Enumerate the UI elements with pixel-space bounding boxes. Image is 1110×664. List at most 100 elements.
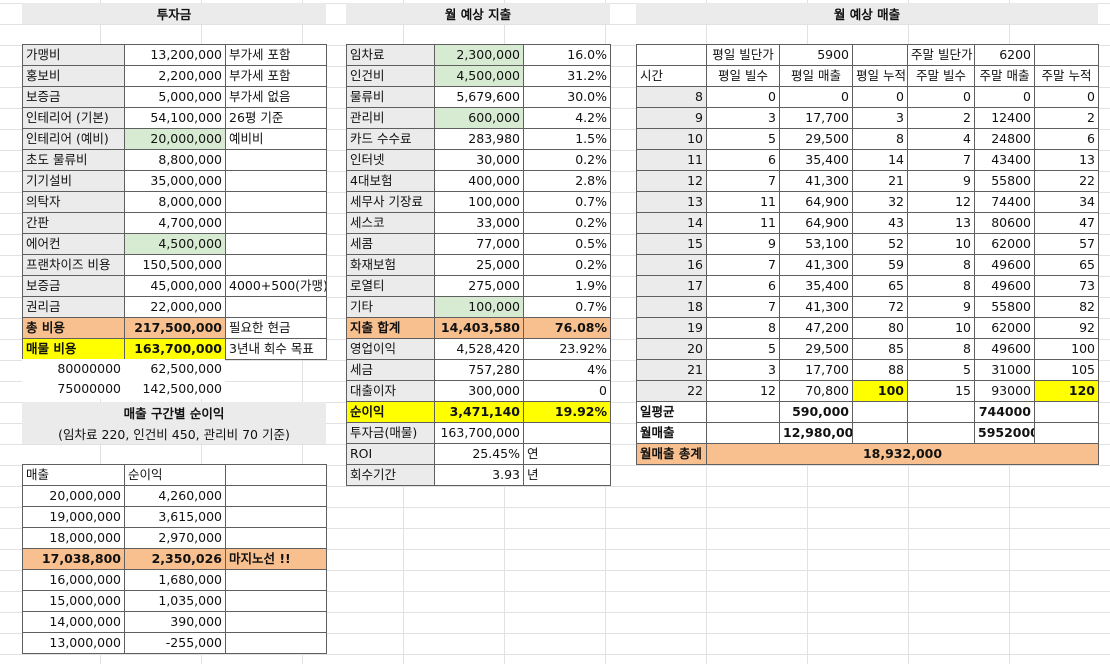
revenue-value-cell[interactable]: 41,300	[779, 254, 853, 276]
expense-label-cell[interactable]: 영업이익	[346, 338, 435, 360]
weekday-price-cell[interactable]: 5900	[779, 44, 853, 66]
revenue-value-cell[interactable]: 0	[1034, 86, 1099, 108]
revenue-value-cell[interactable]: 62000	[974, 317, 1035, 339]
expense-percent-cell[interactable]: 23.92%	[523, 338, 611, 360]
investment-value-cell[interactable]: 20,000,000	[124, 128, 226, 150]
revenue-value-cell[interactable]: 57	[1034, 233, 1099, 255]
revenue-value-cell[interactable]: 6	[706, 275, 780, 297]
revenue-value-cell[interactable]: 73	[1034, 275, 1099, 297]
investment-value-cell[interactable]: 8,000,000	[124, 191, 226, 213]
revenue-column-header-cell[interactable]: 시간	[636, 65, 707, 87]
revenue-value-cell[interactable]: 10	[907, 317, 975, 339]
revenue-value-cell[interactable]: 55800	[974, 170, 1035, 192]
investment-label-cell[interactable]: 기기설비	[22, 170, 125, 192]
monthly-weekday-cell[interactable]: 12,980,000	[779, 422, 853, 444]
profit-sales-header-cell[interactable]: 매출	[22, 464, 125, 486]
profit-sales-cell[interactable]: 16,000,000	[22, 569, 125, 591]
expense-percent-cell[interactable]: 76.08%	[523, 317, 611, 339]
investment-label-cell[interactable]: 권리금	[22, 296, 125, 318]
revenue-value-cell[interactable]: 3	[706, 107, 780, 129]
investment-value-cell[interactable]: 217,500,000	[124, 317, 226, 339]
revenue-value-cell[interactable]: 2	[907, 107, 975, 129]
profit-net-header-cell[interactable]: 순이익	[124, 464, 226, 486]
expense-percent-cell[interactable]: 0.5%	[523, 233, 611, 255]
revenue-empty-cell[interactable]	[1034, 422, 1099, 444]
profit-note-cell[interactable]	[225, 485, 327, 507]
revenue-value-cell[interactable]: 8	[706, 317, 780, 339]
profit-net-cell[interactable]: 2,970,000	[124, 527, 226, 549]
profit-note-cell[interactable]	[225, 569, 327, 591]
expense-value-cell[interactable]: 5,679,600	[434, 86, 524, 108]
revenue-value-cell[interactable]: 14	[636, 212, 707, 234]
revenue-empty-cell[interactable]	[852, 422, 908, 444]
monthly-weekend-cell[interactable]: 5952000	[974, 422, 1035, 444]
expense-label-cell[interactable]: ROI	[346, 443, 435, 465]
expense-label-cell[interactable]: 인터넷	[346, 149, 435, 171]
investment-note-cell[interactable]: 3년내 회수 목표	[225, 338, 327, 360]
profit-sales-cell[interactable]: 19,000,000	[22, 506, 125, 528]
expense-label-cell[interactable]: 투자금(매물)	[346, 422, 435, 444]
revenue-value-cell[interactable]: 82	[1034, 296, 1099, 318]
expense-value-cell[interactable]: 33,000	[434, 212, 524, 234]
profit-sales-cell[interactable]: 14,000,000	[22, 611, 125, 633]
revenue-value-cell[interactable]: 13	[907, 212, 975, 234]
revenue-value-cell[interactable]: 7	[907, 149, 975, 171]
investment-value-cell[interactable]: 35,000,000	[124, 170, 226, 192]
investment-label-cell[interactable]: 초도 물류비	[22, 149, 125, 171]
revenue-value-cell[interactable]: 49600	[974, 254, 1035, 276]
revenue-value-cell[interactable]: 34	[1034, 191, 1099, 213]
revenue-value-cell[interactable]: 9	[706, 233, 780, 255]
revenue-empty-cell[interactable]	[852, 44, 908, 66]
revenue-column-header-cell[interactable]: 평일 매출	[779, 65, 853, 87]
profit-sales-cell[interactable]: 17,038,800	[22, 548, 125, 570]
investment-value-cell[interactable]: 13,200,000	[124, 44, 226, 66]
investment-note-cell[interactable]	[225, 254, 327, 276]
revenue-empty-cell[interactable]	[907, 401, 975, 423]
revenue-value-cell[interactable]: 18	[636, 296, 707, 318]
revenue-value-cell[interactable]: 7	[706, 170, 780, 192]
investment-label-cell[interactable]: 보증금	[22, 86, 125, 108]
profit-net-cell[interactable]: 1,680,000	[124, 569, 226, 591]
expense-percent-cell[interactable]	[523, 422, 611, 444]
revenue-value-cell[interactable]: 59	[852, 254, 908, 276]
revenue-value-cell[interactable]: 80	[852, 317, 908, 339]
expense-value-cell[interactable]: 3.93	[434, 464, 524, 486]
expense-value-cell[interactable]: 14,403,580	[434, 317, 524, 339]
revenue-value-cell[interactable]: 0	[907, 86, 975, 108]
revenue-value-cell[interactable]: 8	[907, 338, 975, 360]
revenue-value-cell[interactable]: 5	[907, 359, 975, 381]
expense-label-cell[interactable]: 순이익	[346, 401, 435, 423]
revenue-column-header-cell[interactable]: 평일 빌수	[706, 65, 780, 87]
investment-note-cell[interactable]: 필요한 현금	[225, 317, 327, 339]
expense-value-cell[interactable]: 600,000	[434, 107, 524, 129]
profit-empty-header-cell[interactable]	[225, 464, 327, 486]
investment-value-cell[interactable]: 4,500,000	[124, 233, 226, 255]
expense-value-cell[interactable]: 283,980	[434, 128, 524, 150]
revenue-value-cell[interactable]: 17	[636, 275, 707, 297]
revenue-value-cell[interactable]: 64,900	[779, 191, 853, 213]
expense-label-cell[interactable]: 인건비	[346, 65, 435, 87]
expense-percent-cell[interactable]: 0.2%	[523, 212, 611, 234]
profit-net-cell[interactable]: -255,000	[124, 632, 226, 654]
expense-value-cell[interactable]: 25.45%	[434, 443, 524, 465]
revenue-value-cell[interactable]: 6	[706, 149, 780, 171]
revenue-value-cell[interactable]: 2	[1034, 107, 1099, 129]
revenue-value-cell[interactable]: 65	[852, 275, 908, 297]
revenue-value-cell[interactable]: 0	[974, 86, 1035, 108]
expense-percent-cell[interactable]: 2.8%	[523, 170, 611, 192]
revenue-value-cell[interactable]: 47	[1034, 212, 1099, 234]
expense-percent-cell[interactable]: 년	[523, 464, 611, 486]
revenue-value-cell[interactable]: 8	[907, 254, 975, 276]
revenue-value-cell[interactable]: 9	[907, 170, 975, 192]
revenue-value-cell[interactable]: 8	[852, 128, 908, 150]
revenue-empty-cell[interactable]	[636, 44, 707, 66]
investment-label-cell[interactable]: 에어컨	[22, 233, 125, 255]
expense-percent-cell[interactable]: 30.0%	[523, 86, 611, 108]
investment-value-cell[interactable]: 8,800,000	[124, 149, 226, 171]
investment-value-cell[interactable]: 150,500,000	[124, 254, 226, 276]
investment-value-cell[interactable]: 45,000,000	[124, 275, 226, 297]
expense-percent-cell[interactable]: 0.7%	[523, 296, 611, 318]
revenue-value-cell[interactable]: 105	[1034, 359, 1099, 381]
revenue-value-cell[interactable]: 24800	[974, 128, 1035, 150]
revenue-value-cell[interactable]: 93000	[974, 380, 1035, 402]
